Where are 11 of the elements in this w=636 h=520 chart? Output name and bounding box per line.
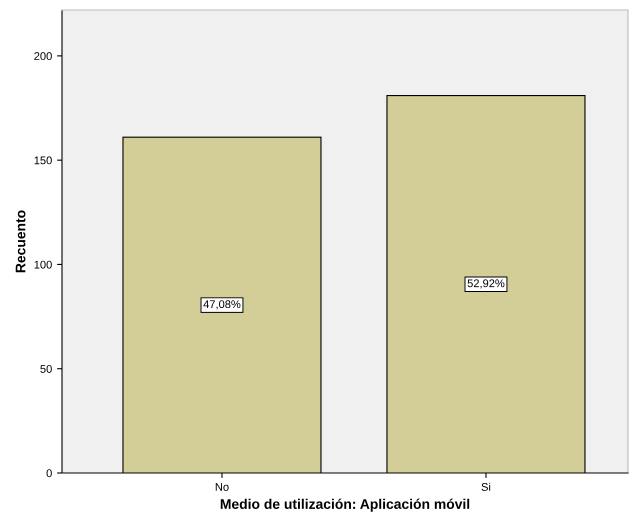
y-tick-label: 100 <box>34 260 52 269</box>
annotation: 47,08% <box>203 300 240 310</box>
y-tick-label: 0 <box>46 469 52 478</box>
y-tick-label: 150 <box>34 156 52 164</box>
x-tick-label: Si <box>482 482 490 491</box>
y-tick-label: 200 <box>34 52 52 60</box>
x-axis-title: Medio de utilización: Aplicación móvil <box>220 498 470 512</box>
y-axis-title: Recuento <box>16 210 26 272</box>
annotation: 52,92% <box>468 279 504 289</box>
y-tick-label: 50 <box>40 364 52 373</box>
x-tick-label: No <box>216 483 229 491</box>
